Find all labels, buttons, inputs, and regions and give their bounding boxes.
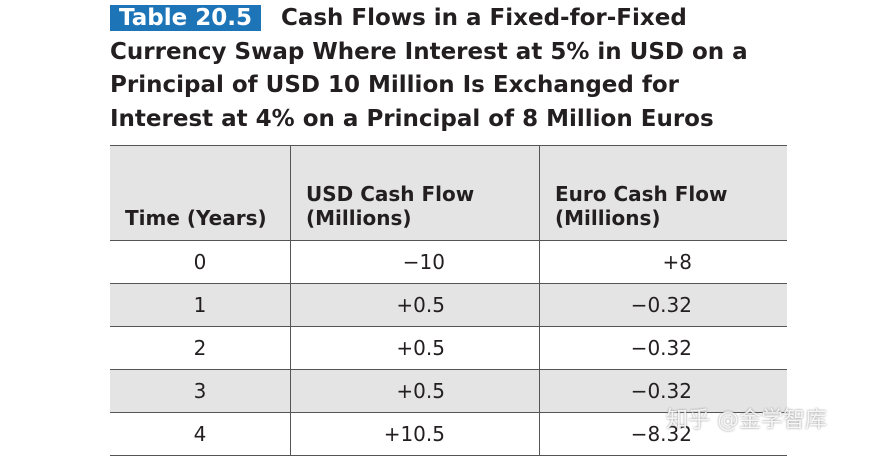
table-cell: −0.32 (539, 326, 787, 370)
table-cell: 2 (110, 326, 291, 370)
table-row: 0 −10 +8 (110, 240, 787, 284)
table-label: Table 20.5 (110, 5, 261, 31)
table-cell: +0.5 (290, 369, 540, 413)
header-row: Time (Years) USD Cash Flow (Millions) Euro… (110, 145, 787, 241)
table-cell: −8.32 (539, 412, 787, 456)
table-head: Time (Years) USD Cash Flow (Millions) Euro… (110, 145, 787, 241)
column-header: USD Cash Flow (Millions) (290, 145, 540, 241)
table-row: 2 +0.5 −0.32 (110, 326, 787, 370)
table-row: 3 +0.5 −0.32 (110, 369, 787, 413)
table-cell: +8 (539, 240, 787, 284)
column-header: Time (Years) (110, 145, 291, 241)
table-title: Cash Flows in a Fixed-for-Fixed Currency… (110, 5, 748, 132)
table-cell: −10 (290, 240, 540, 284)
table-body: 0 −10 +8 1 +0.5 −0.32 2 +0.5 −0.32 3 +0.5 −0.32 4 +10… (110, 240, 787, 456)
table: Time (Years) USD Cash Flow (Millions) Euro… (110, 145, 787, 456)
table-cell: 3 (110, 369, 291, 413)
table-cell: 4 (110, 412, 291, 456)
table-cell: +10.5 (290, 412, 540, 456)
table-cell: −0.32 (539, 369, 787, 413)
table-row: 1 +0.5 −0.32 (110, 283, 787, 327)
column-header: Euro Cash Flow (Millions) (539, 145, 787, 241)
table-caption: Table 20.5 Cash Flows in a Fixed-for-Fixe… (110, 2, 790, 136)
table-cell: 1 (110, 283, 291, 327)
table-cell: +0.5 (290, 283, 540, 327)
table-cell: −0.32 (539, 283, 787, 327)
table-cell: +0.5 (290, 326, 540, 370)
table-cell: 0 (110, 240, 291, 284)
watermark: 知乎 @金学智库 (666, 408, 827, 433)
